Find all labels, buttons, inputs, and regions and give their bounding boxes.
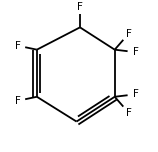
Text: F: F [15,96,21,106]
Text: F: F [15,41,21,51]
Text: F: F [133,47,138,57]
Text: F: F [126,108,131,118]
Text: F: F [126,29,131,39]
Text: F: F [133,89,138,99]
Text: F: F [77,2,83,12]
